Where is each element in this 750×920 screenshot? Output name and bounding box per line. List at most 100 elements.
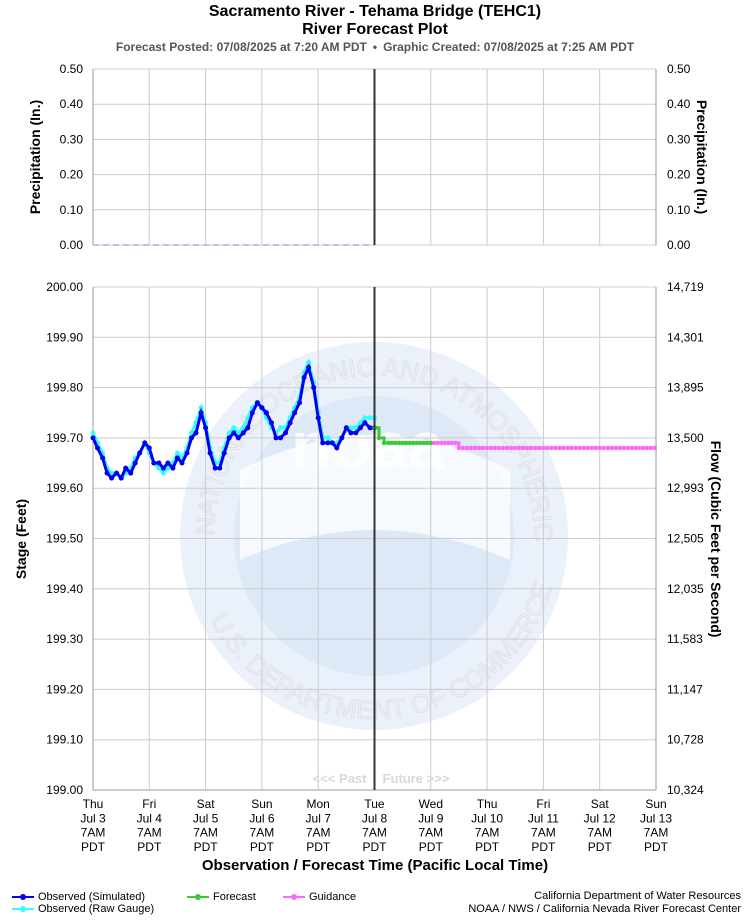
series-point-observed-simulated [287,420,293,426]
x-tick-label: 7AM [362,826,387,840]
noaa-watermark: NATIONAL OCEANIC AND ATMOSPHERIC ADMINIS… [0,0,568,730]
series-point-observed-simulated [334,445,340,451]
precip-left-tick-label: 0.10 [60,203,84,217]
legend-swatch-guidance [283,894,305,900]
series-point-observed-simulated [320,440,326,446]
precip-left-tick-label: 0.50 [60,62,84,76]
x-tick-label: Jul 10 [471,811,503,825]
series-point-guidance [537,445,542,451]
series-point-observed-raw-gauge [362,415,368,421]
series-point-observed-simulated [184,450,190,456]
series-point-observed-simulated [95,445,100,451]
series-point-observed-raw-gauge [240,425,246,431]
series-point-observed-simulated [311,385,317,391]
series-point-observed-raw-gauge [231,425,237,431]
series-point-observed-simulated [132,460,138,466]
precip-right-axis-title: Precipitation (In.) [694,100,710,214]
flow-right-tick-label: 11,147 [667,682,703,696]
flow-right-tick-label: 11,583 [667,632,703,646]
series-point-guidance [597,445,602,451]
series-point-observed-simulated [353,430,359,436]
series-point-observed-simulated [174,455,180,461]
series-point-guidance [605,445,610,451]
series-point-observed-simulated [151,460,157,466]
x-tick-label: Jul 12 [584,811,616,825]
flow-right-tick-label: 14,301 [667,330,704,344]
series-point-observed-simulated [231,430,237,436]
x-tick-label: Sun [645,797,666,811]
series-point-guidance [492,445,498,451]
series-point-observed-simulated [123,465,129,471]
x-tick-label: 7AM [644,826,669,840]
series-point-observed-raw-gauge [367,415,373,421]
legend-label-observed-raw: Observed (Raw Gauge) [38,903,155,915]
series-point-observed-simulated [325,440,331,446]
legend-label-forecast: Forecast [213,891,256,903]
x-tick-label: PDT [419,840,444,854]
series-point-observed-simulated [235,435,241,441]
series-point-guidance [529,445,534,451]
series-point-forecast [414,440,419,446]
series-point-observed-simulated [179,460,185,466]
series-point-guidance [553,445,558,451]
x-tick-label: Jul 8 [362,811,388,825]
x-tick-label: Sun [251,797,272,811]
series-point-guidance [446,440,451,446]
x-tick-label: Jul 5 [193,811,219,825]
series-point-observed-simulated [259,405,265,411]
series-point-guidance [497,445,502,451]
series-point-observed-simulated [189,435,194,441]
series-point-forecast [428,440,433,446]
stage-left-tick-label: 199.90 [46,330,83,344]
x-tick-label: 7AM [137,826,162,840]
series-observed-simulated [90,362,377,481]
stage-left-tick-label: 199.40 [46,582,83,596]
series-point-observed-simulated [137,450,143,456]
series-point-guidance [625,445,631,451]
series-point-guidance [509,445,514,451]
series-point-guidance [589,445,594,451]
series-point-observed-raw-gauge [156,465,162,471]
x-tick-label: 7AM [475,826,500,840]
legend-swatch-observed-simulated [12,894,34,900]
series-point-observed-simulated [269,420,274,426]
series-point-guidance [601,445,606,451]
x-axis-title: Observation / Forecast Time (Pacific Loc… [202,857,548,874]
series-point-guidance [645,445,650,451]
series-point-guidance [629,445,634,451]
series-point-forecast [396,440,402,446]
precip-left-tick-label: 0.20 [60,168,84,182]
x-tick-label: Fri [536,797,550,811]
flow-right-tick-label: 12,505 [667,532,704,546]
x-tick-label: 7AM [81,826,106,840]
series-point-observed-simulated [170,465,176,471]
series-point-forecast [386,440,391,446]
flow-right-axis-title: Flow (Cubic Feet per Second) [708,441,724,638]
x-tick-label: Jul 3 [80,811,106,825]
series-point-guidance [593,445,598,451]
separator-bullet: • [372,40,378,54]
precip-left-tick-label: 0.40 [60,97,84,111]
flow-right-tick-label: 12,993 [667,481,704,495]
series-point-observed-simulated [278,435,283,441]
stage-left-tick-label: 199.20 [46,682,83,696]
series-point-observed-simulated [301,375,307,380]
x-tick-label: Tue [364,797,385,811]
series-point-guidance [501,445,506,451]
series-point-guidance [460,445,466,451]
precip-left-axis-title: Precipitation (In.) [27,100,43,214]
precip-right-tick-label: 0.50 [667,62,691,76]
series-point-observed-simulated [207,450,213,456]
series-point-guidance [573,445,578,451]
precip-right-tick-label: 0.10 [667,203,691,217]
precip-right-tick-label: 0.30 [667,132,691,146]
series-point-guidance [456,445,462,451]
series-point-observed-simulated [221,450,227,456]
x-tick-label: 7AM [193,826,218,840]
precip-panel: 0.00 0.00 0.10 0.10 0.20 0.20 0.30 0.30 0.40 0.40… [27,62,710,252]
series-point-guidance [480,445,486,451]
series-point-forecast [425,440,430,446]
series-point-observed-simulated [362,420,368,426]
x-tick-label: 7AM [306,826,331,840]
